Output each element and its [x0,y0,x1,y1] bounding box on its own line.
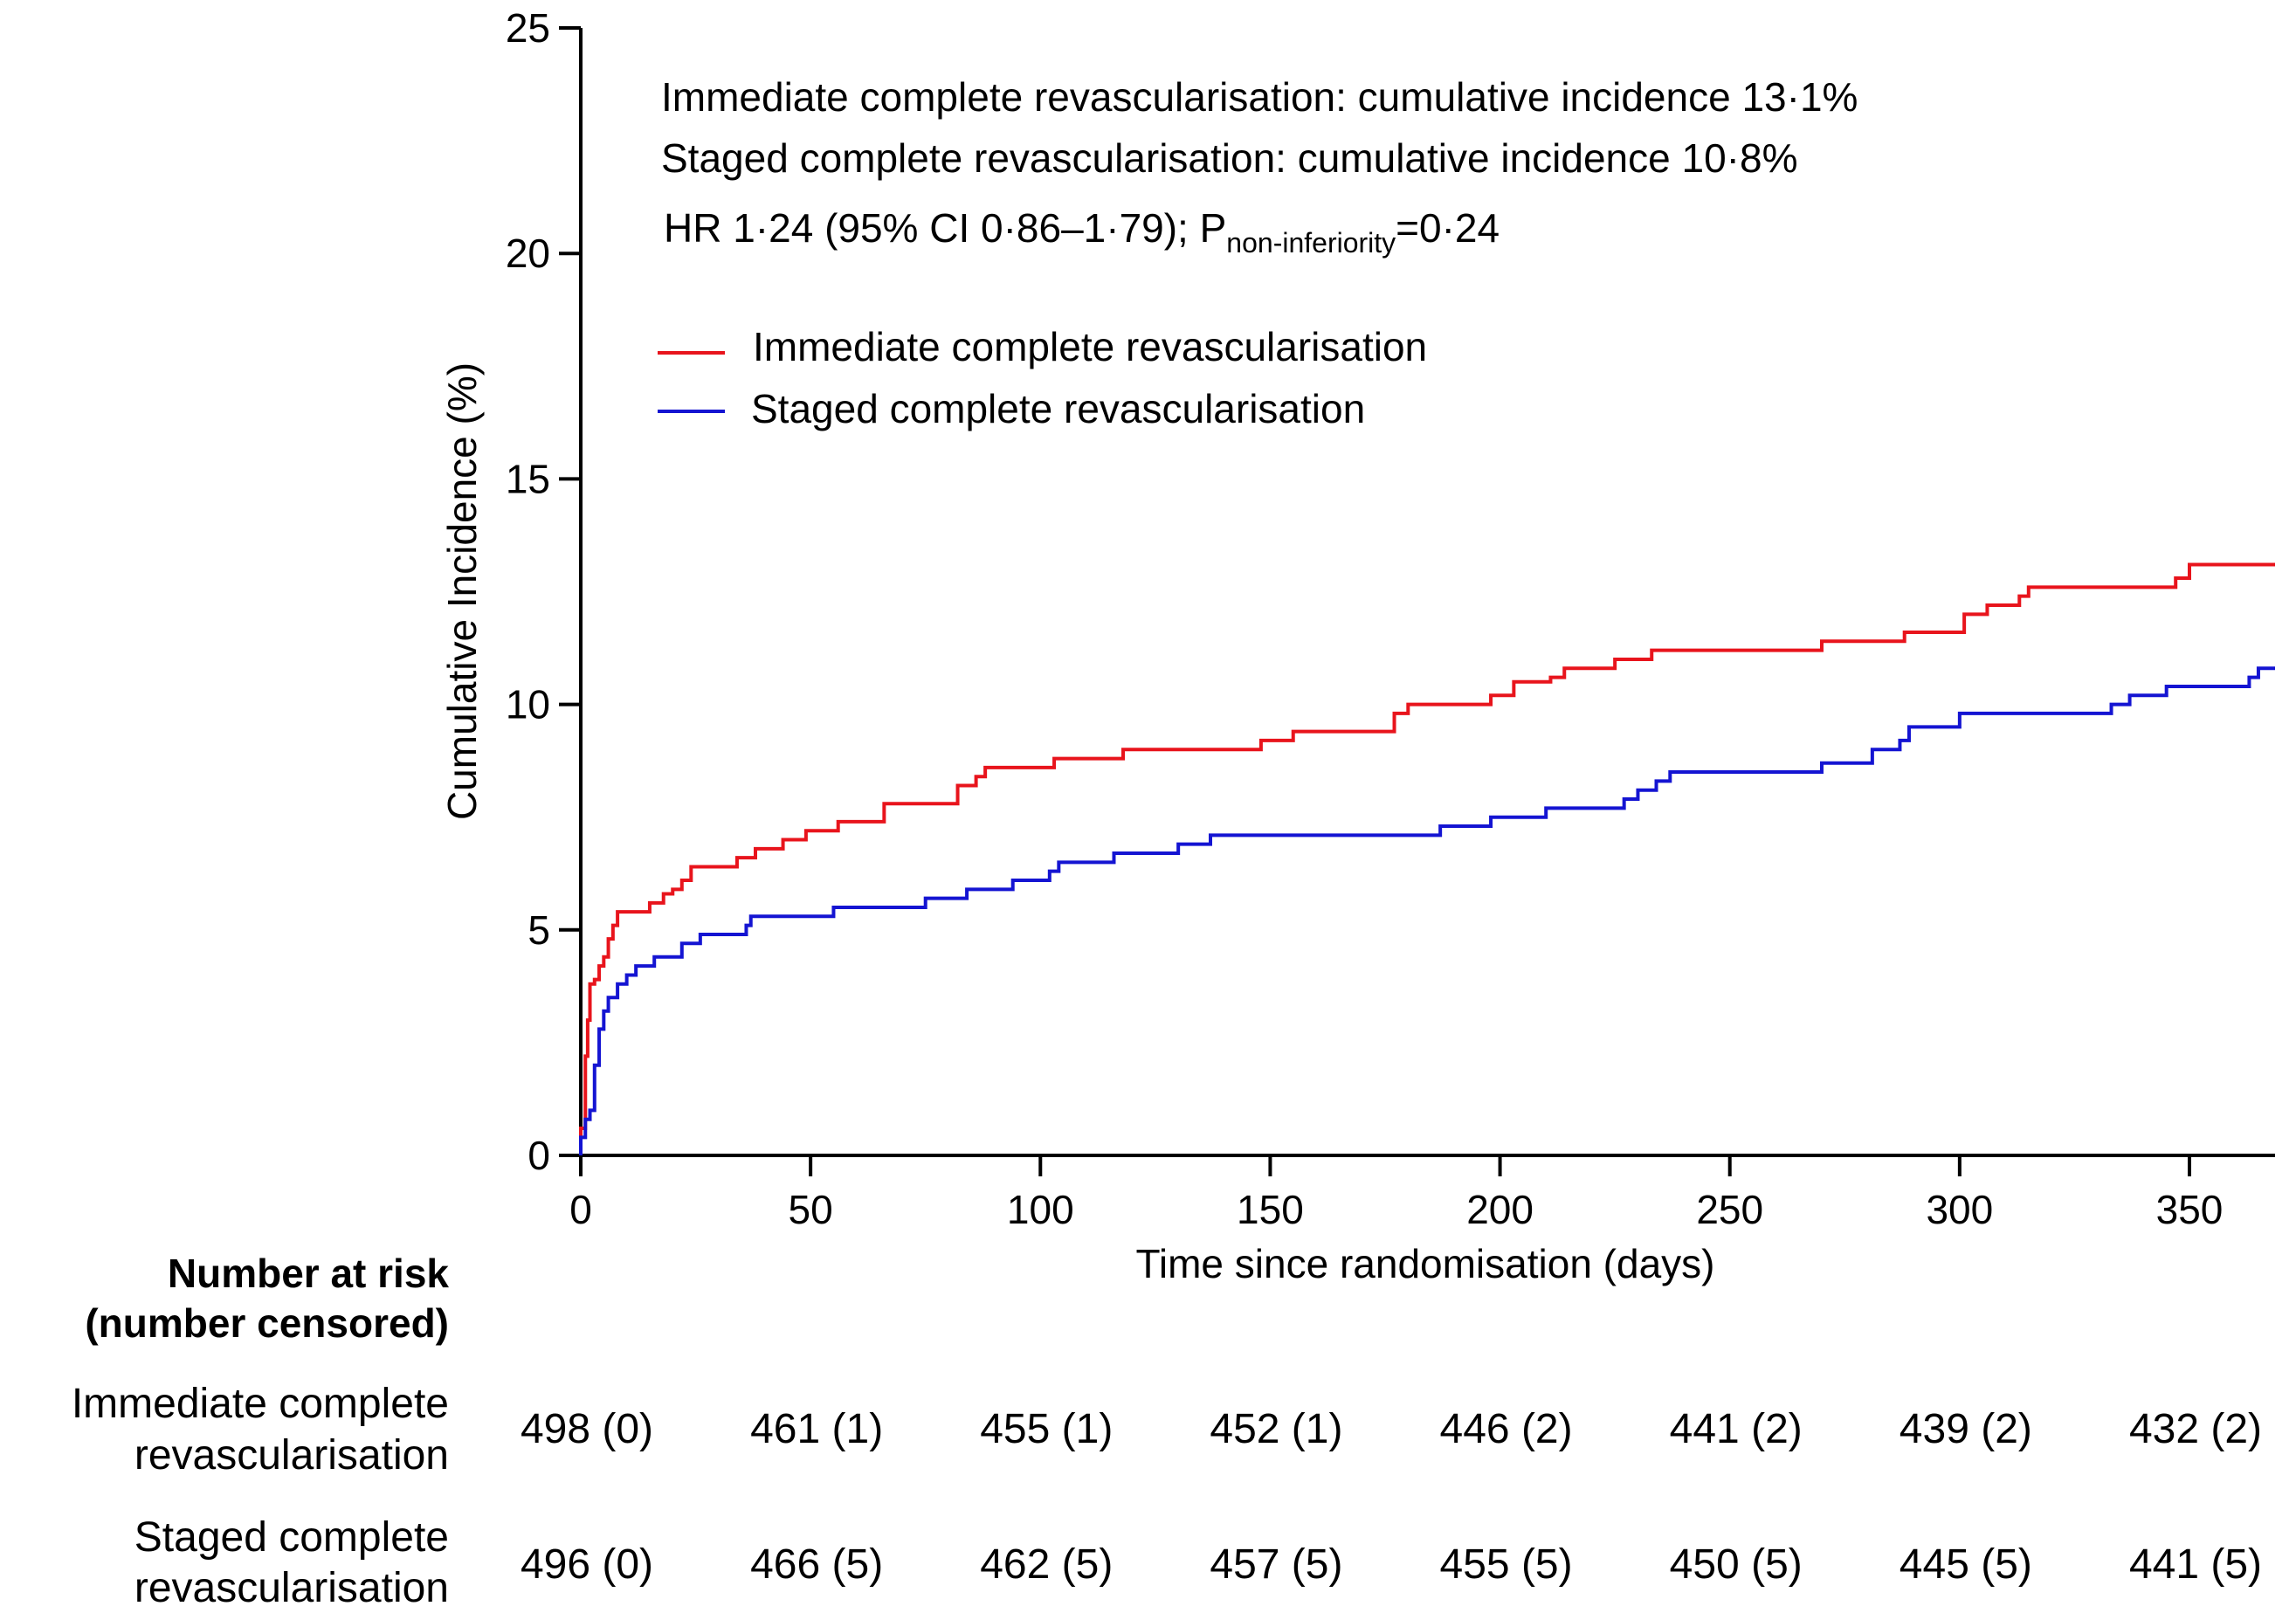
risk-cell: 439 (2) [1900,1406,2032,1452]
p-value: =0·24 [1396,205,1500,251]
risk-row-label-staged-2: revascularisation [134,1565,449,1611]
risk-cells: 498 (0) 461 (1) 455 (1) 452 (1) 446 (2) 441 (… [521,1406,2262,1588]
legend-label-immediate: Immediate complete revascularisation [753,324,1427,369]
y-tick-label: 20 [506,231,550,276]
x-tick-label: 100 [1007,1187,1074,1232]
risk-cell: 445 (5) [1900,1541,2032,1588]
legend-label-staged: Staged complete revascularisation [751,386,1365,431]
p-subscript: non-inferiority [1226,227,1396,259]
number-at-risk-table: Number at risk (number censored) Immedia… [72,1251,2262,1611]
risk-cell: 496 (0) [521,1541,653,1588]
hr-text: HR 1·24 (95% CI 0·86–1·79); P [664,205,1226,251]
risk-cell: 441 (5) [2129,1541,2262,1588]
x-axis-title: Time since randomisation (days) [1136,1241,1715,1286]
risk-cell: 452 (1) [1210,1406,1342,1452]
y-tick-label: 5 [527,907,550,953]
risk-row-label-staged-1: Staged complete [134,1514,449,1561]
y-tick-label: 15 [506,456,550,501]
risk-cell: 455 (1) [980,1406,1113,1452]
x-tick-label: 200 [1466,1187,1534,1232]
risk-cell: 441 (2) [1670,1406,1803,1452]
risk-row-label-immediate-1: Immediate complete [72,1381,449,1427]
risk-cell: 498 (0) [521,1406,653,1452]
x-tick-label: 0 [569,1187,592,1232]
legend: Immediate complete revascularisation Sta… [658,324,1427,431]
risk-cell: 457 (5) [1210,1541,1342,1588]
risk-cell: 461 (1) [750,1406,883,1452]
risk-cell: 455 (5) [1440,1541,1573,1588]
axes: 0 5 10 15 20 25 0 50 100 150 200 250 300 350 [506,5,2275,1232]
y-axis-title: Cumulative Incidence (%) [439,362,485,820]
series-line-immediate [579,562,2275,1155]
annotation-line-3: HR 1·24 (95% CI 0·86–1·79); Pnon-inferio… [664,205,1500,259]
y-tick-label: 0 [527,1133,550,1178]
risk-cell: 432 (2) [2129,1406,2262,1452]
risk-header-line-2: (number censored) [85,1300,449,1346]
series-line-staged [579,666,2275,1155]
series-layer [579,562,2275,1155]
annotation-block: Immediate complete revascularisation: cu… [661,74,1858,259]
x-tick-label: 250 [1696,1187,1763,1232]
y-tick-label: 25 [506,5,550,51]
x-tick-label: 300 [1926,1187,1993,1232]
risk-header-line-1: Number at risk [168,1251,450,1296]
risk-cell: 450 (5) [1670,1541,1803,1588]
annotation-line-1: Immediate complete revascularisation: cu… [661,74,1858,120]
x-axis-ticks: 0 50 100 150 200 250 300 350 [569,1155,2223,1232]
risk-cell: 462 (5) [980,1541,1113,1588]
y-axis-ticks: 0 5 10 15 20 25 [506,5,581,1178]
risk-row-label-immediate-2: revascularisation [134,1432,449,1479]
risk-cell: 466 (5) [750,1541,883,1588]
annotation-line-2: Staged complete revascularisation: cumul… [661,135,1797,181]
x-tick-label: 150 [1237,1187,1304,1232]
y-tick-label: 10 [506,682,550,727]
x-tick-label: 350 [2156,1187,2224,1232]
x-tick-label: 50 [789,1187,833,1232]
risk-cell: 446 (2) [1440,1406,1573,1452]
